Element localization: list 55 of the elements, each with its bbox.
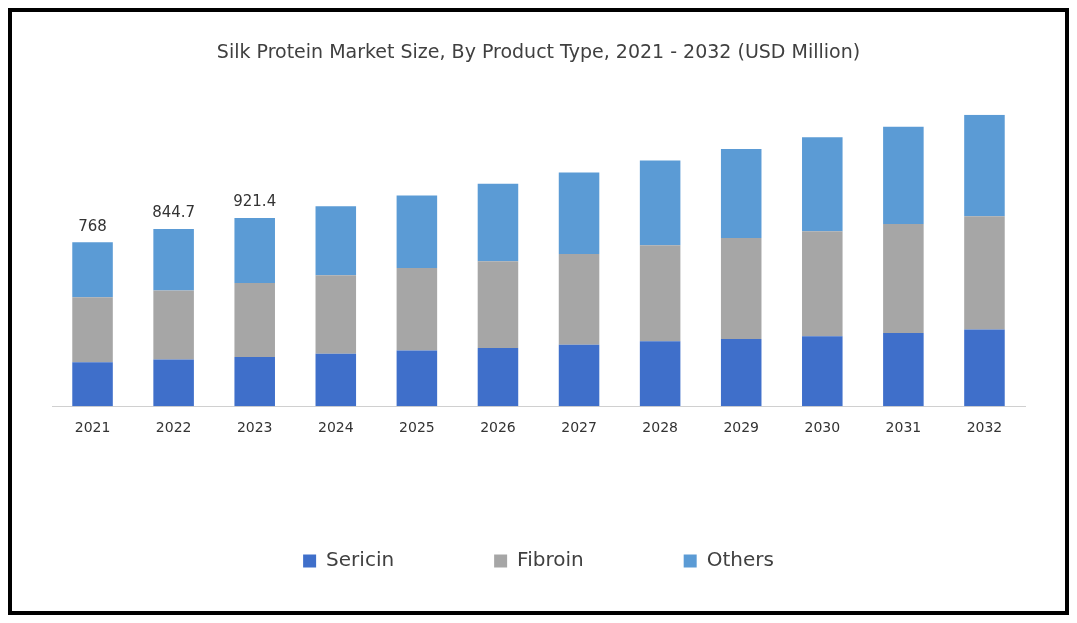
- bar: [802, 137, 843, 232]
- annotation: 844.7: [152, 203, 196, 222]
- bar: [720, 338, 762, 407]
- bar: [315, 353, 357, 407]
- bar: [883, 333, 924, 407]
- x-tick-label: 2032: [966, 419, 1003, 436]
- x-tick-label: 2027: [561, 419, 597, 436]
- legend-label: Others: [706, 547, 774, 572]
- bar: [153, 359, 194, 407]
- legend-label: Sericin: [326, 547, 395, 572]
- bar: [72, 297, 113, 363]
- x-tick-label: 2024: [317, 419, 354, 436]
- x-tick-label: 2028: [642, 419, 678, 436]
- bar: [802, 231, 843, 337]
- bar: [315, 275, 357, 354]
- x-tick-label: 2029: [723, 419, 760, 436]
- x-tick-label: 2026: [480, 419, 516, 436]
- bar: [639, 160, 681, 246]
- bar: [477, 347, 519, 407]
- bar: [72, 362, 113, 407]
- x-tick-label: 2023: [236, 419, 273, 436]
- bar: [72, 242, 113, 298]
- bar: [964, 114, 1005, 217]
- bar: [720, 148, 762, 239]
- bar: [802, 336, 843, 407]
- x-tick-label: 2030: [804, 419, 841, 436]
- bar: [964, 216, 1005, 330]
- bar: [396, 350, 438, 407]
- bar: [396, 268, 438, 351]
- bar: [558, 254, 600, 345]
- bar: [153, 229, 194, 291]
- bar: [558, 344, 600, 407]
- annotation: 921.4: [233, 192, 277, 211]
- bar: [883, 126, 924, 225]
- bar: [883, 224, 924, 334]
- bar: [234, 217, 275, 283]
- bar: [558, 172, 600, 255]
- x-tick-label: 2025: [399, 419, 435, 436]
- x-tick-label: 2021: [74, 419, 111, 436]
- bar: [477, 183, 519, 262]
- bar: [720, 238, 762, 339]
- legend-label: Fibroin: [517, 547, 584, 572]
- bar: [639, 341, 681, 407]
- bar: [315, 206, 357, 276]
- bar: [153, 290, 194, 360]
- bar: [234, 356, 275, 407]
- bar: [477, 261, 519, 348]
- x-tick-label: 2031: [885, 419, 922, 436]
- bar: [234, 282, 275, 357]
- bar: [964, 329, 1005, 407]
- chart-title: Silk Protein Market Size, By Product Type, 2021 - 2032 (USD Million): [216, 40, 861, 63]
- bar: [396, 195, 438, 269]
- x-tick-label: 2022: [155, 419, 192, 436]
- annotation: 768: [78, 216, 107, 235]
- bar: [639, 245, 681, 342]
